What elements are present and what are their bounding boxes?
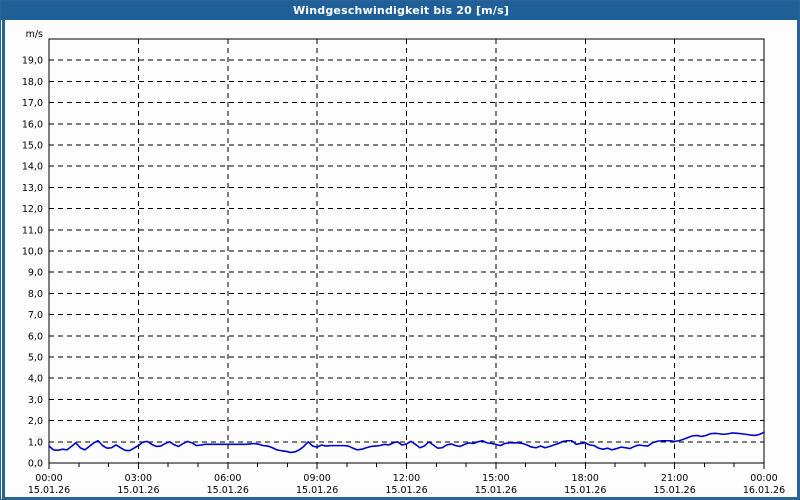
y-axis-tick-label: 12,0	[22, 204, 43, 215]
x-axis-date-label: 15.01.26	[653, 485, 695, 494]
x-axis-date-label: 15.01.26	[385, 485, 427, 494]
x-axis-time-label: 00:00	[750, 473, 777, 484]
y-axis-tick-label: 16,0	[22, 119, 43, 130]
window-title: Windgeschwindigkeit bis 20 [m/s]	[292, 4, 510, 17]
x-axis-time-label: 21:00	[661, 473, 688, 484]
data-series-line	[48, 431, 765, 454]
x-axis-time-label: 00:00	[35, 473, 62, 484]
y-axis-tick-label: 1,0	[28, 437, 43, 448]
y-axis-unit-label: m/s	[26, 29, 43, 40]
y-axis-tick-label: 2,0	[28, 416, 43, 427]
y-axis-tick-label: 9,0	[28, 268, 43, 279]
window-titlebar: Windgeschwindigkeit bis 20 [m/s]	[1, 1, 799, 20]
x-axis-time-label: 18:00	[572, 473, 599, 484]
x-axis-date-label: 15.01.26	[296, 485, 338, 494]
x-axis-time-label: 06:00	[214, 473, 241, 484]
x-axis-date-label: 15.01.26	[475, 485, 517, 494]
y-axis-tick-label: 15,0	[22, 141, 43, 152]
y-axis-tick-label: 7,0	[28, 310, 43, 321]
y-axis-tick-label: 0,0	[28, 459, 43, 470]
y-axis-tick-label: 11,0	[22, 225, 43, 236]
x-axis-time-label: 15:00	[482, 473, 509, 484]
y-axis-tick-label: 8,0	[28, 289, 43, 300]
chart-frame: 0,0 1,0 2,0 3,0 4,0 5,0 6,0 7,0 8,0 9,0 10,0 11,0 12…	[2, 20, 799, 499]
wind-speed-line-chart: 0,0 1,0 2,0 3,0 4,0 5,0 6,0 7,0 8,0 9,0 10,0 11,0 12…	[22, 29, 785, 494]
y-axis-tick-label: 3,0	[28, 395, 43, 406]
y-axis-tick-label: 10,0	[22, 247, 43, 258]
y-axis-tick-label: 5,0	[28, 353, 43, 364]
y-axis-tick-label: 13,0	[22, 183, 43, 194]
x-axis-date-label: 15.01.26	[564, 485, 606, 494]
y-axis-tick-label: 6,0	[28, 331, 43, 342]
y-axis-tick-label: 18,0	[22, 77, 43, 88]
y-axis-tick-label: 4,0	[28, 374, 43, 385]
y-axis-tick-label: 17,0	[22, 98, 43, 109]
x-axis-date-label: 15.01.26	[28, 485, 70, 494]
x-axis-time-label: 09:00	[303, 473, 330, 484]
y-axis-tick-label: 14,0	[22, 162, 43, 173]
x-axis-date-label: 15.01.26	[117, 485, 159, 494]
x-axis-time-label: 12:00	[393, 473, 420, 484]
y-axis-tick-label: 19,0	[22, 56, 43, 67]
x-axis-time-label: 03:00	[125, 473, 152, 484]
x-axis-date-label: 16.01.26	[743, 485, 785, 494]
x-axis-date-label: 15.01.26	[207, 485, 249, 494]
